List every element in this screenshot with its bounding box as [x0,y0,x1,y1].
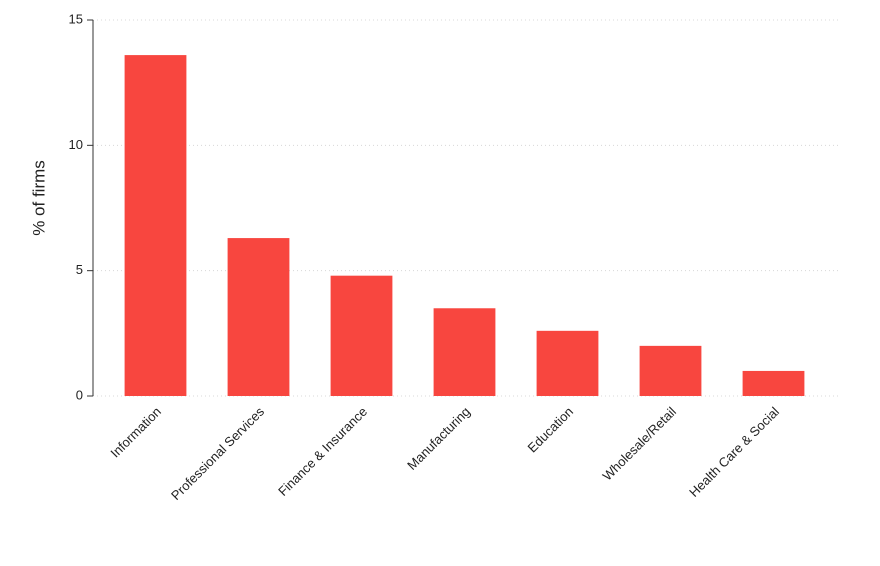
bar [124,55,187,397]
x-tick-label: Professional Services [168,404,267,503]
bar [639,345,702,396]
x-tick-label: Manufacturing [404,404,473,473]
y-tick-label: 15 [69,11,83,26]
y-tick-label: 10 [69,137,83,152]
y-axis-label: % of firms [29,160,48,236]
x-tick-label: Wholesale/Retail [599,404,679,484]
bar [227,238,290,396]
y-tick-label: 5 [76,262,83,277]
x-tick-label: Finance & Insurance [275,404,370,499]
x-tick-label: Information [107,404,164,461]
x-tick-label: Health Care & Social [686,404,782,500]
x-tick-label: Education [525,404,576,455]
y-tick-label: 0 [76,387,83,402]
bar [536,330,599,396]
bar [742,370,805,396]
bar [433,308,496,396]
bar [330,275,393,396]
